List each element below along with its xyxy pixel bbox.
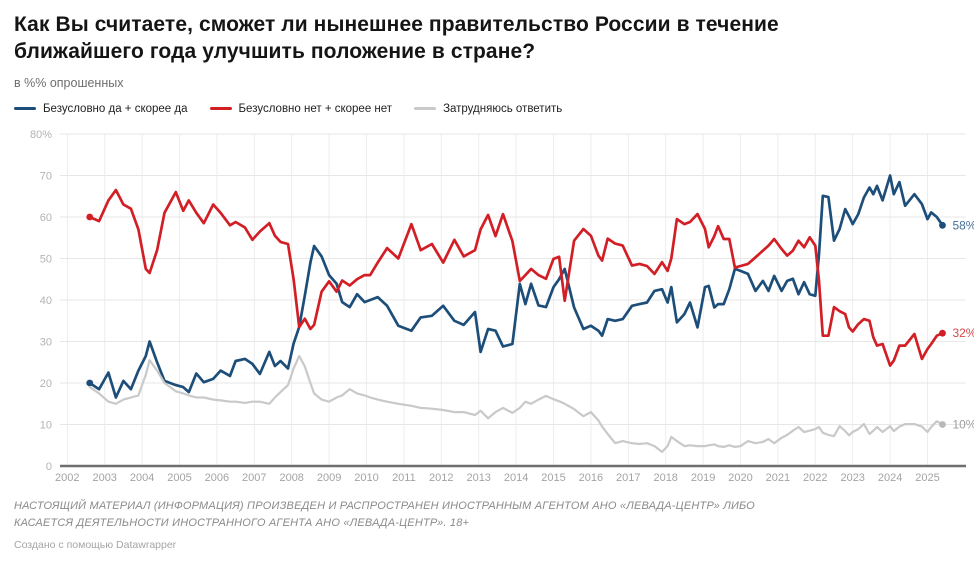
- x-tick-label: 2017: [616, 472, 640, 484]
- x-tick-label: 2002: [55, 472, 79, 484]
- x-tick-label: 2013: [466, 472, 490, 484]
- legend-swatch-icon: [209, 107, 232, 111]
- x-tick-label: 2008: [279, 472, 303, 484]
- x-tick-label: 2024: [878, 472, 902, 484]
- x-tick-label: 2014: [504, 472, 528, 484]
- chart-canvas: 0 10 20 30 40 50 60 70 80% 2002 2003 2004 2005 2006 20…: [30, 129, 974, 484]
- series-line-1: [88, 188, 944, 367]
- series-start-dot-1: [86, 213, 94, 221]
- legend-label: Безусловно нет + скорее нет: [238, 102, 393, 115]
- x-tick-label: 2007: [242, 472, 266, 484]
- chart-area: 0 10 20 30 40 50 60 70 80% 2002 2003 2004 2005 2006 20…: [14, 121, 974, 494]
- y-tick-label: 30: [40, 336, 52, 348]
- legend-swatch-icon: [414, 107, 437, 111]
- x-tick-label: 2019: [691, 472, 715, 484]
- x-tick-label: 2025: [915, 472, 939, 484]
- y-tick-label: 60: [40, 212, 52, 224]
- x-tick-label: 2023: [840, 472, 864, 484]
- x-tick-label: 2005: [167, 472, 191, 484]
- x-tick-label: 2011: [392, 472, 416, 484]
- x-tick-label: 2022: [803, 472, 827, 484]
- x-tick-label: 2006: [205, 472, 229, 484]
- series-start-dot-0: [86, 379, 94, 387]
- y-tick-label: 40: [40, 295, 52, 307]
- y-tick-label: 80%: [30, 129, 52, 141]
- y-tick-label: 70: [40, 170, 52, 182]
- legend-swatch-icon: [14, 107, 36, 111]
- y-tick-label: 20: [40, 378, 52, 390]
- x-tick-label: 2015: [541, 472, 565, 484]
- series-end-dot-2: [939, 420, 946, 428]
- chart-title: Как Вы считаете, сможет ли нынешнее прав…: [14, 13, 779, 63]
- y-tick-label: 0: [46, 461, 52, 473]
- series-line-0: [88, 173, 944, 399]
- x-tick-label: 2020: [728, 472, 752, 484]
- x-tick-label: 2003: [92, 472, 116, 484]
- series-end-dot-0: [939, 221, 946, 229]
- series-value-label-1: 32%: [952, 326, 974, 340]
- legend-item-0: Безусловно да + скорее да: [14, 103, 188, 115]
- series-value-label-0: 58%: [952, 218, 974, 232]
- datawrapper-credit: Создано с помощью Datawrapper: [14, 538, 177, 551]
- series-value-label-2: 10%: [952, 417, 974, 431]
- x-tick-label: 2012: [429, 472, 453, 484]
- legend-item-2: Затрудняюсь ответить: [414, 103, 562, 115]
- x-tick-label: 2004: [130, 472, 154, 484]
- chart-footer: НАСТОЯЩИЙ МАТЕРИАЛ (ИНФОРМАЦИЯ) ПРОИЗВЕД…: [0, 494, 974, 551]
- disclaimer-line-1: НАСТОЯЩИЙ МАТЕРИАЛ (ИНФОРМАЦИЯ) ПРОИЗВЕД…: [14, 499, 755, 512]
- x-tick-label: 2021: [766, 472, 790, 484]
- foreign-agent-disclaimer: НАСТОЯЩИЙ МАТЕРИАЛ (ИНФОРМАЦИЯ) ПРОИЗВЕД…: [14, 498, 960, 532]
- x-tick-label: 2010: [354, 472, 378, 484]
- chart-legend: Безусловно да + скорее да Безусловно нет …: [14, 103, 960, 115]
- legend-label: Безусловно да + скорее да: [43, 102, 188, 115]
- x-tick-label: 2009: [317, 472, 341, 484]
- legend-item-1: Безусловно нет + скорее нет: [209, 102, 393, 115]
- series-end-dot-1: [939, 329, 946, 337]
- x-tick-label: 2018: [653, 472, 677, 484]
- y-tick-label: 10: [40, 419, 52, 431]
- legend-label: Затрудняюсь ответить: [443, 102, 563, 115]
- chart-page: Как Вы считаете, сможет ли нынешнее прав…: [14, 13, 974, 494]
- x-tick-label: 2016: [579, 472, 603, 484]
- y-tick-label: 50: [40, 253, 52, 265]
- chart-subtitle: в %% опрошенных: [14, 75, 124, 90]
- disclaimer-line-2: КАСАЕТСЯ ДЕЯТЕЛЬНОСТИ ИНОСТРАННОГО АГЕНТ…: [14, 516, 470, 529]
- series-line-2: [88, 354, 944, 453]
